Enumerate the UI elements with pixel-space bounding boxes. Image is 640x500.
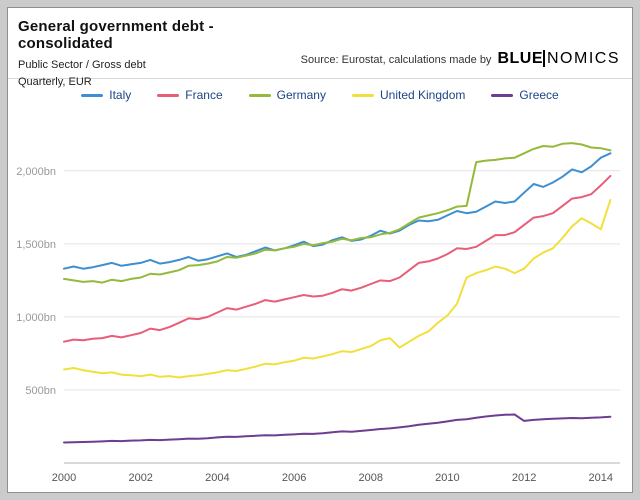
legend-item-germany[interactable]: Germany — [248, 88, 326, 102]
y-tick-label: 1,000bn — [16, 312, 56, 324]
x-tick-label: 2004 — [205, 472, 229, 484]
legend-item-united-kingdom[interactable]: United Kingdom — [351, 88, 466, 102]
x-tick-label: 2012 — [512, 472, 536, 484]
chart-header: General government debt - consolidated P… — [8, 8, 632, 88]
series-line-germany — [63, 142, 612, 284]
x-tick-label: 2010 — [435, 472, 459, 484]
legend-label: France — [185, 88, 223, 102]
header-divider — [8, 78, 632, 79]
chart-card: General government debt - consolidated P… — [7, 7, 633, 493]
y-tick-label: 500bn — [25, 385, 56, 397]
series-line-united-kingdom — [63, 199, 612, 379]
legend-swatch — [81, 93, 104, 97]
source-text: Source: Eurostat, calculations made by — [300, 54, 492, 66]
legend-swatch — [157, 93, 180, 97]
y-tick-label: 1,500bn — [16, 239, 56, 251]
x-tick-label: 2000 — [52, 472, 76, 484]
chart-legend: Italy France Germany United Kingdom Greece — [8, 79, 632, 111]
legend-swatch — [248, 93, 271, 97]
logo-blue-text: BLUE — [497, 50, 543, 67]
header-titles: General government debt - consolidated P… — [18, 18, 301, 93]
x-tick-label: 2014 — [589, 472, 613, 484]
legend-label: Germany — [276, 88, 326, 102]
x-tick-label: 2002 — [128, 472, 152, 484]
legend-swatch — [351, 93, 374, 97]
legend-item-italy[interactable]: Italy — [81, 88, 131, 102]
legend-item-greece[interactable]: Greece — [491, 88, 559, 102]
legend-swatch — [491, 93, 514, 97]
series-line-france — [63, 174, 612, 343]
line-chart: 500bn 1,000bn 1,500bn 2,000bn 2000 2002 2004 20… — [16, 142, 620, 484]
legend-label: Greece — [519, 88, 559, 102]
legend-item-france[interactable]: France — [157, 88, 223, 102]
legend-label: United Kingdom — [379, 88, 466, 102]
x-tick-label: 2008 — [359, 472, 383, 484]
bluenomics-logo: BLUE NOMICS — [497, 50, 620, 68]
legend-label: Italy — [109, 88, 132, 102]
source-block: Source: Eurostat, calculations made by B… — [301, 50, 620, 68]
page-title: General government debt - consolidated — [18, 18, 214, 52]
logo-nomics-text: NOMICS — [543, 50, 620, 67]
y-tick-label: 2,000bn — [16, 166, 56, 178]
series-line-italy — [63, 152, 612, 270]
subtitle-frequency: Quarterly, EUR — [18, 76, 92, 88]
series-line-greece — [63, 413, 612, 444]
subtitle-sector: Public Sector / Gross debt — [18, 59, 146, 71]
x-tick-label: 2006 — [282, 472, 306, 484]
